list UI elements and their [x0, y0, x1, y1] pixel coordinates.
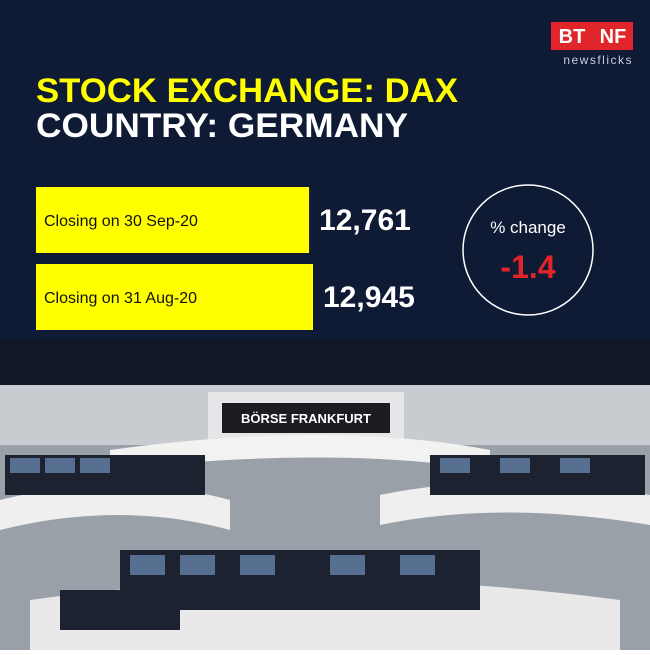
bar-chart: Closing on 30 Sep-20 12,761 Closing on 31 …	[36, 187, 415, 330]
sign-text: BÖRSE FRANKFURT	[241, 411, 371, 426]
value-label: 12,945	[323, 281, 415, 314]
bar	[36, 187, 310, 253]
logo-box	[551, 22, 593, 50]
change-circle	[462, 184, 594, 316]
trading-floor-photo: BÖRSE FRANKFURT	[0, 340, 650, 650]
change-label: % change	[490, 218, 566, 237]
logo: BT	[559, 26, 586, 48]
value-label: 12,761	[319, 204, 411, 237]
logo: NF	[600, 26, 627, 48]
bar	[36, 264, 313, 330]
bar-label: Closing on 30 Sep-20	[44, 213, 198, 230]
tagline: newsflicks	[563, 53, 633, 67]
headline: STOCK EXCHANGE: DAX	[36, 72, 458, 110]
change-value: -1.4	[500, 249, 555, 285]
headline: COUNTRY: GERMANY	[36, 107, 408, 145]
logo-box	[593, 22, 633, 50]
bar-label: Closing on 31 Aug-20	[44, 290, 197, 307]
